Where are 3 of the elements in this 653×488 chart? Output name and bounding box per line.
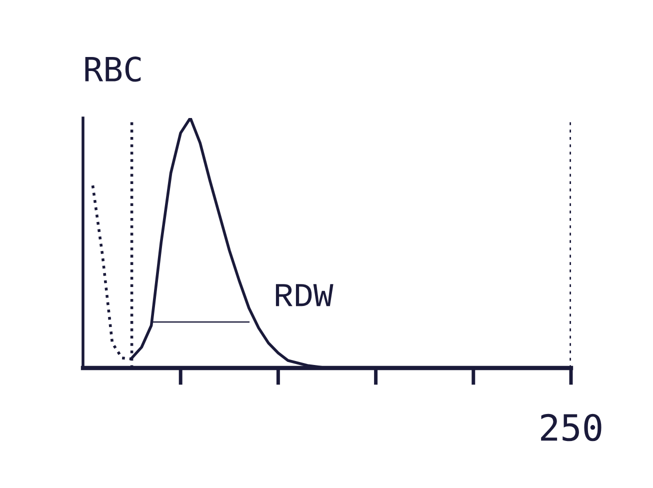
- text: 250: [541, 414, 602, 442]
- annotation: RDW: [276, 284, 334, 306]
- chart-title: RBC: [85, 56, 141, 82]
